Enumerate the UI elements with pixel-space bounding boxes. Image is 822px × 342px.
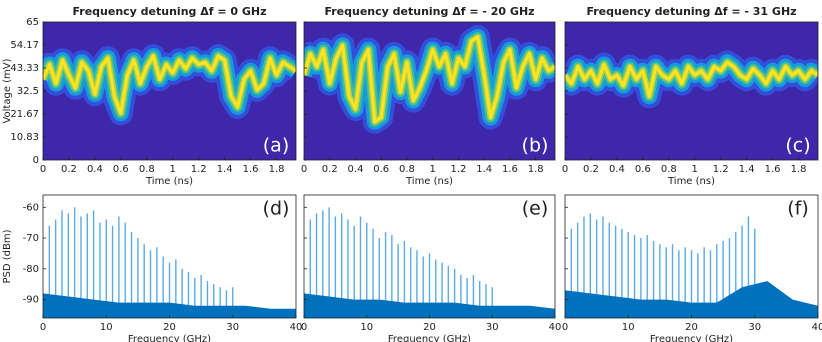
noise-floor bbox=[304, 293, 555, 318]
panel-label: (a) bbox=[263, 135, 289, 157]
x-tick-label: 10 bbox=[622, 322, 635, 333]
y-axis-label: Voltage (mV) bbox=[2, 58, 13, 123]
trace bbox=[43, 54, 296, 115]
y-axis-label: PSD (dBm) bbox=[2, 229, 13, 283]
x-tick-label: 0.4 bbox=[87, 164, 103, 175]
x-tick-label: 0.4 bbox=[348, 164, 364, 175]
x-axis-label: Frequency (GHz) bbox=[388, 334, 471, 342]
x-tick-label: 1.6 bbox=[765, 164, 781, 175]
panel-label: (f) bbox=[787, 198, 809, 220]
x-axis-label: Time (ns) bbox=[145, 176, 193, 187]
panel-label: (e) bbox=[522, 198, 549, 220]
x-tick-label: 1 bbox=[692, 164, 698, 175]
x-tick-label: 1.4 bbox=[739, 164, 755, 175]
y-tick-label: 43.33 bbox=[10, 63, 39, 74]
x-tick-label: 0 bbox=[301, 164, 307, 175]
x-tick-label: 20 bbox=[423, 322, 436, 333]
x-tick-label: 1 bbox=[430, 164, 436, 175]
x-tick-label: 1.2 bbox=[451, 164, 467, 175]
x-tick-label: 1.4 bbox=[476, 164, 492, 175]
x-tick-label: 0.8 bbox=[399, 164, 415, 175]
x-tick-label: 0.8 bbox=[139, 164, 155, 175]
x-tick-label: 1.4 bbox=[217, 164, 233, 175]
x-tick-label: 0.6 bbox=[635, 164, 651, 175]
y-tick-label: 54.17 bbox=[10, 40, 39, 51]
panel: (e) 0 10 20 30 40 Frequency (GHz) bbox=[301, 194, 562, 342]
panel-label: (c) bbox=[785, 135, 810, 157]
y-tick-label: 10.83 bbox=[10, 132, 39, 143]
x-tick-label: 1.2 bbox=[713, 164, 729, 175]
x-tick-label: 0 bbox=[562, 164, 568, 175]
x-tick-label: 20 bbox=[685, 322, 698, 333]
x-tick-label: 40 bbox=[290, 322, 303, 333]
x-tick-label: 1.8 bbox=[528, 164, 544, 175]
x-tick-label: 40 bbox=[549, 322, 562, 333]
panel: (a) 0 0.2 0.4 0.6 0.8 1 1.2 1.4 1.6 1.8 0 10.83 21.67… bbox=[2, 5, 297, 187]
x-tick-label: 1.6 bbox=[243, 164, 259, 175]
panel: (f) 0 10 20 30 40 Frequency (GHz) bbox=[562, 194, 822, 342]
panel-label: (b) bbox=[522, 135, 549, 157]
y-tick-label: -70 bbox=[23, 233, 39, 244]
panel: (d) 0 10 20 30 40 -60 -70 -80 -90 Frequency (GHz) P… bbox=[2, 194, 303, 342]
x-tick-label: 0.2 bbox=[583, 164, 599, 175]
x-tick-label: 0.4 bbox=[609, 164, 625, 175]
x-tick-label: 40 bbox=[812, 322, 822, 333]
x-tick-label: 10 bbox=[100, 322, 113, 333]
x-tick-label: 20 bbox=[163, 322, 176, 333]
plot-area bbox=[565, 22, 818, 160]
x-tick-label: 0.6 bbox=[373, 164, 389, 175]
x-tick-label: 30 bbox=[748, 322, 761, 333]
x-tick-label: 0 bbox=[562, 322, 568, 333]
plot-area bbox=[565, 213, 818, 318]
x-tick-label: 0 bbox=[301, 322, 307, 333]
plot-area bbox=[304, 207, 555, 318]
x-tick-label: 0 bbox=[40, 322, 46, 333]
panel-title: Frequency detuning Δf = - 31 GHz bbox=[586, 5, 796, 18]
plot-area bbox=[43, 22, 296, 160]
x-tick-label: 1.8 bbox=[791, 164, 807, 175]
noise-floor bbox=[43, 293, 296, 318]
background bbox=[565, 22, 818, 160]
x-tick-label: 0.2 bbox=[322, 164, 338, 175]
x-tick-label: 1 bbox=[170, 164, 176, 175]
panel-label: (d) bbox=[263, 198, 290, 220]
panel: (b) 0 0.2 0.4 0.6 0.8 1 1.2 1.4 1.6 1.8 Frequency d… bbox=[301, 5, 556, 187]
noise-floor bbox=[565, 281, 818, 318]
y-tick-label: 21.67 bbox=[10, 109, 39, 120]
x-tick-label: 30 bbox=[486, 322, 499, 333]
trace bbox=[565, 60, 818, 98]
x-tick-label: 1.6 bbox=[502, 164, 518, 175]
y-tick-label: -60 bbox=[23, 202, 39, 213]
x-tick-label: 10 bbox=[360, 322, 373, 333]
x-axis-label: Frequency (GHz) bbox=[128, 334, 211, 342]
x-tick-label: 1.8 bbox=[269, 164, 285, 175]
plot-area bbox=[304, 22, 555, 160]
y-tick-label: 0 bbox=[33, 155, 39, 166]
panel-title: Frequency detuning Δf = - 20 GHz bbox=[324, 5, 534, 18]
x-axis-label: Time (ns) bbox=[667, 176, 715, 187]
panel: (c) 0 0.2 0.4 0.6 0.8 1 1.2 1.4 1.6 1.8 Frequency d… bbox=[562, 5, 819, 187]
x-axis-label: Frequency (GHz) bbox=[650, 334, 733, 342]
panel-title: Frequency detuning Δf = 0 GHz bbox=[72, 5, 266, 18]
x-axis-label: Time (ns) bbox=[405, 176, 453, 187]
trace bbox=[304, 35, 555, 124]
x-tick-label: 30 bbox=[226, 322, 239, 333]
x-tick-label: 0 bbox=[40, 164, 46, 175]
plot-area bbox=[43, 207, 296, 318]
x-tick-label: 1.2 bbox=[191, 164, 207, 175]
y-tick-label: 32.5 bbox=[17, 86, 39, 97]
x-tick-label: 0.2 bbox=[61, 164, 77, 175]
y-tick-label: -80 bbox=[23, 264, 39, 275]
x-tick-label: 0.8 bbox=[661, 164, 677, 175]
x-tick-label: 0.6 bbox=[113, 164, 129, 175]
y-tick-label: 65 bbox=[26, 17, 39, 28]
y-tick-label: -90 bbox=[23, 295, 39, 306]
